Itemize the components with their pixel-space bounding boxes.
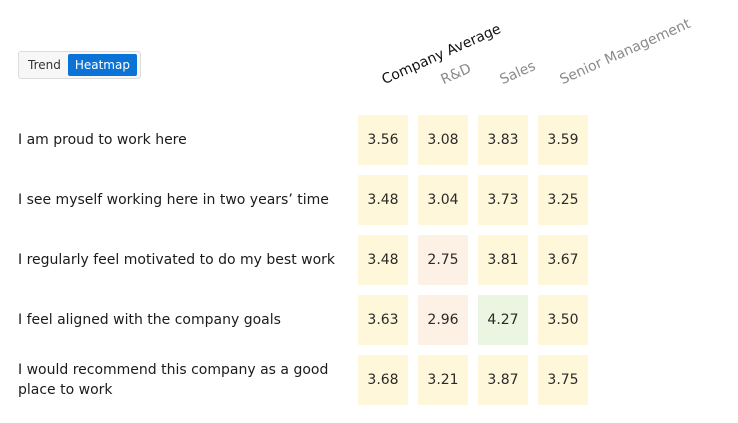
heatmap-cell[interactable]: 3.63: [358, 295, 408, 345]
row-label: I feel aligned with the company goals: [18, 312, 281, 328]
heatmap-cell[interactable]: 3.83: [478, 115, 528, 165]
trend-tab[interactable]: Trend: [28, 58, 61, 72]
view-toggle: Trend Heatmap: [18, 51, 141, 79]
column-header-sales: Sales: [497, 58, 539, 88]
heatmap-cell[interactable]: 2.96: [418, 295, 468, 345]
heatmap-cell[interactable]: 3.59: [538, 115, 588, 165]
heatmap-cell[interactable]: 3.56: [358, 115, 408, 165]
row-label: I regularly feel motivated to do my best…: [18, 252, 336, 268]
row-label: I see myself working here in two years’ …: [18, 192, 329, 208]
column-header-rnd: R&D: [438, 60, 474, 88]
heatmap-cell[interactable]: 3.67: [538, 235, 588, 285]
heatmap-cell[interactable]: 3.87: [478, 355, 528, 405]
heatmap-cell[interactable]: 3.04: [418, 175, 468, 225]
heatmap-cell[interactable]: 4.27: [478, 295, 528, 345]
heatmap-cell[interactable]: 2.75: [418, 235, 468, 285]
heatmap-cell[interactable]: 3.73: [478, 175, 528, 225]
heatmap-cell[interactable]: 3.48: [358, 175, 408, 225]
heatmap-cell[interactable]: 3.81: [478, 235, 528, 285]
heatmap-cell[interactable]: 3.75: [538, 355, 588, 405]
heatmap-cell[interactable]: 3.25: [538, 175, 588, 225]
heatmap-cell[interactable]: 3.48: [358, 235, 408, 285]
row-label: I am proud to work here: [18, 132, 187, 148]
heatmap-tab[interactable]: Heatmap: [67, 54, 137, 76]
heatmap-cell[interactable]: 3.68: [358, 355, 408, 405]
column-header-senior-management: Senior Management: [557, 15, 694, 88]
heatmap-cell[interactable]: 3.50: [538, 295, 588, 345]
heatmap-cell[interactable]: 3.21: [418, 355, 468, 405]
row-label: I would recommend this company as a good…: [18, 362, 329, 398]
heatmap-cell[interactable]: 3.08: [418, 115, 468, 165]
